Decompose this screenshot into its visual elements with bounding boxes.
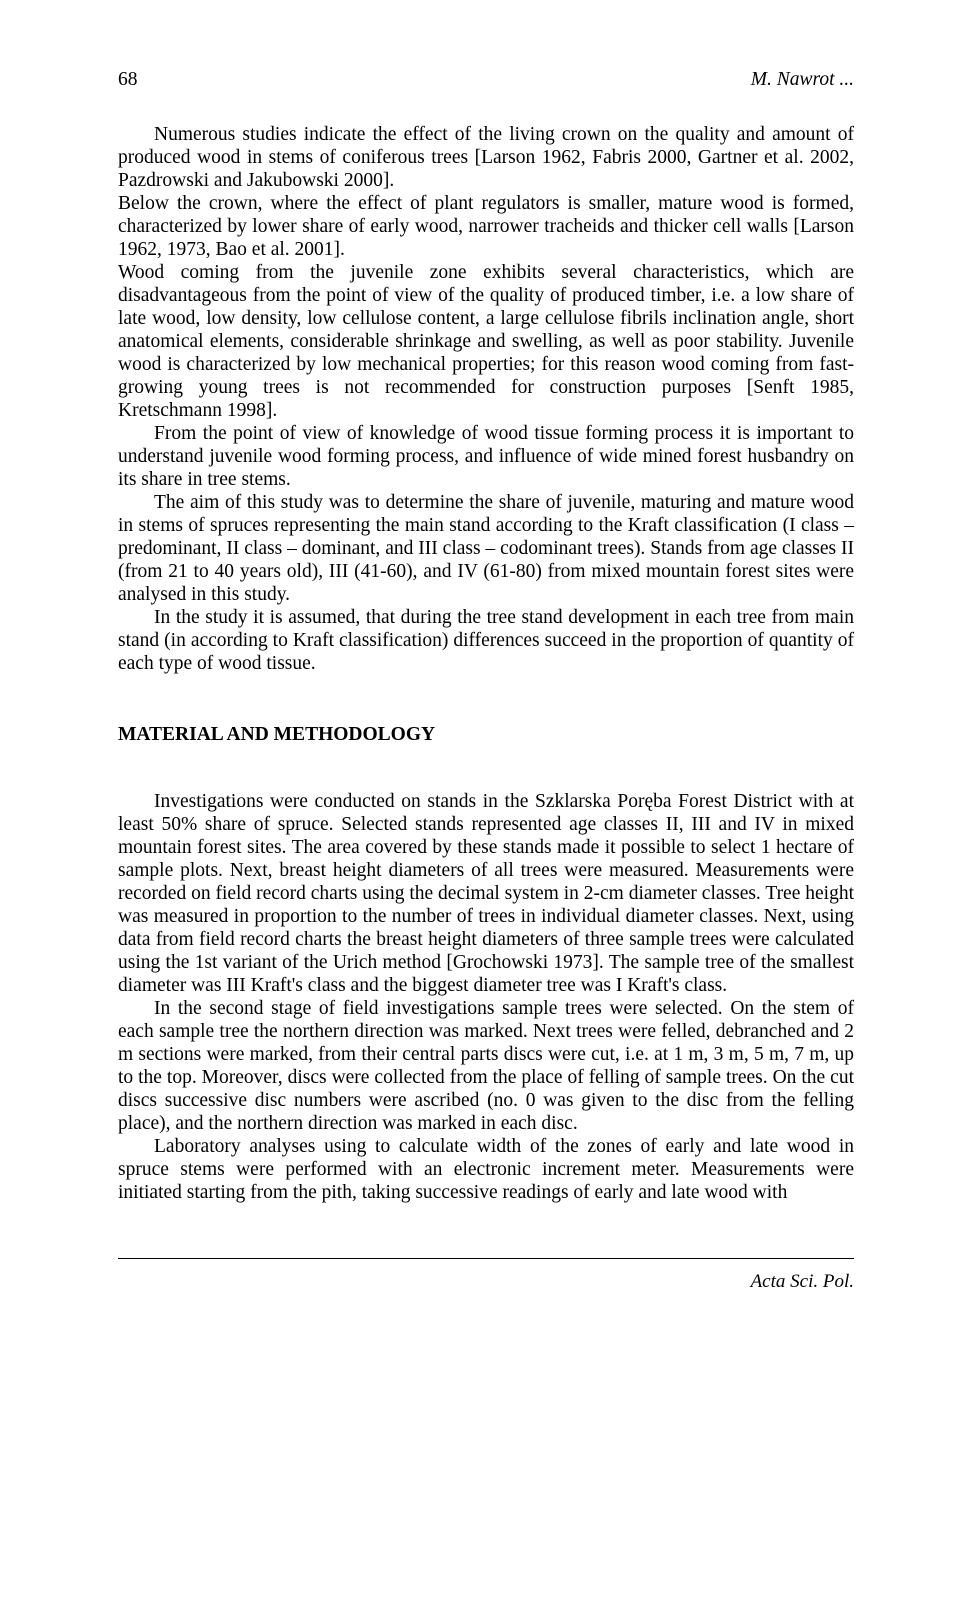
- author-header: M. Nawrot ...: [751, 68, 854, 91]
- paragraph-1: Numerous studies indicate the effect of …: [118, 123, 854, 192]
- paragraph-4: From the point of view of knowledge of w…: [118, 422, 854, 491]
- paragraph-2: Below the crown, where the effect of pla…: [118, 192, 854, 261]
- methodology-paragraph-3: Laboratory analyses using to calculate w…: [118, 1135, 854, 1204]
- page-number: 68: [118, 68, 138, 91]
- methodology-paragraph-2: In the second stage of field investigati…: [118, 997, 854, 1135]
- paragraph-5: The aim of this study was to determine t…: [118, 491, 854, 606]
- methodology-paragraph-1: Investigations were conducted on stands …: [118, 790, 854, 997]
- journal-footer: Acta Sci. Pol.: [118, 1271, 854, 1293]
- paragraph-6: In the study it is assumed, that during …: [118, 606, 854, 675]
- body-text-block: Numerous studies indicate the effect of …: [118, 123, 854, 675]
- paragraph-3: Wood coming from the juvenile zone exhib…: [118, 261, 854, 422]
- page-header: 68 M. Nawrot ...: [118, 68, 854, 91]
- methodology-text-block: Investigations were conducted on stands …: [118, 790, 854, 1204]
- footer-rule: [118, 1258, 854, 1259]
- section-heading-methodology: MATERIAL AND METHODOLOGY: [118, 723, 854, 746]
